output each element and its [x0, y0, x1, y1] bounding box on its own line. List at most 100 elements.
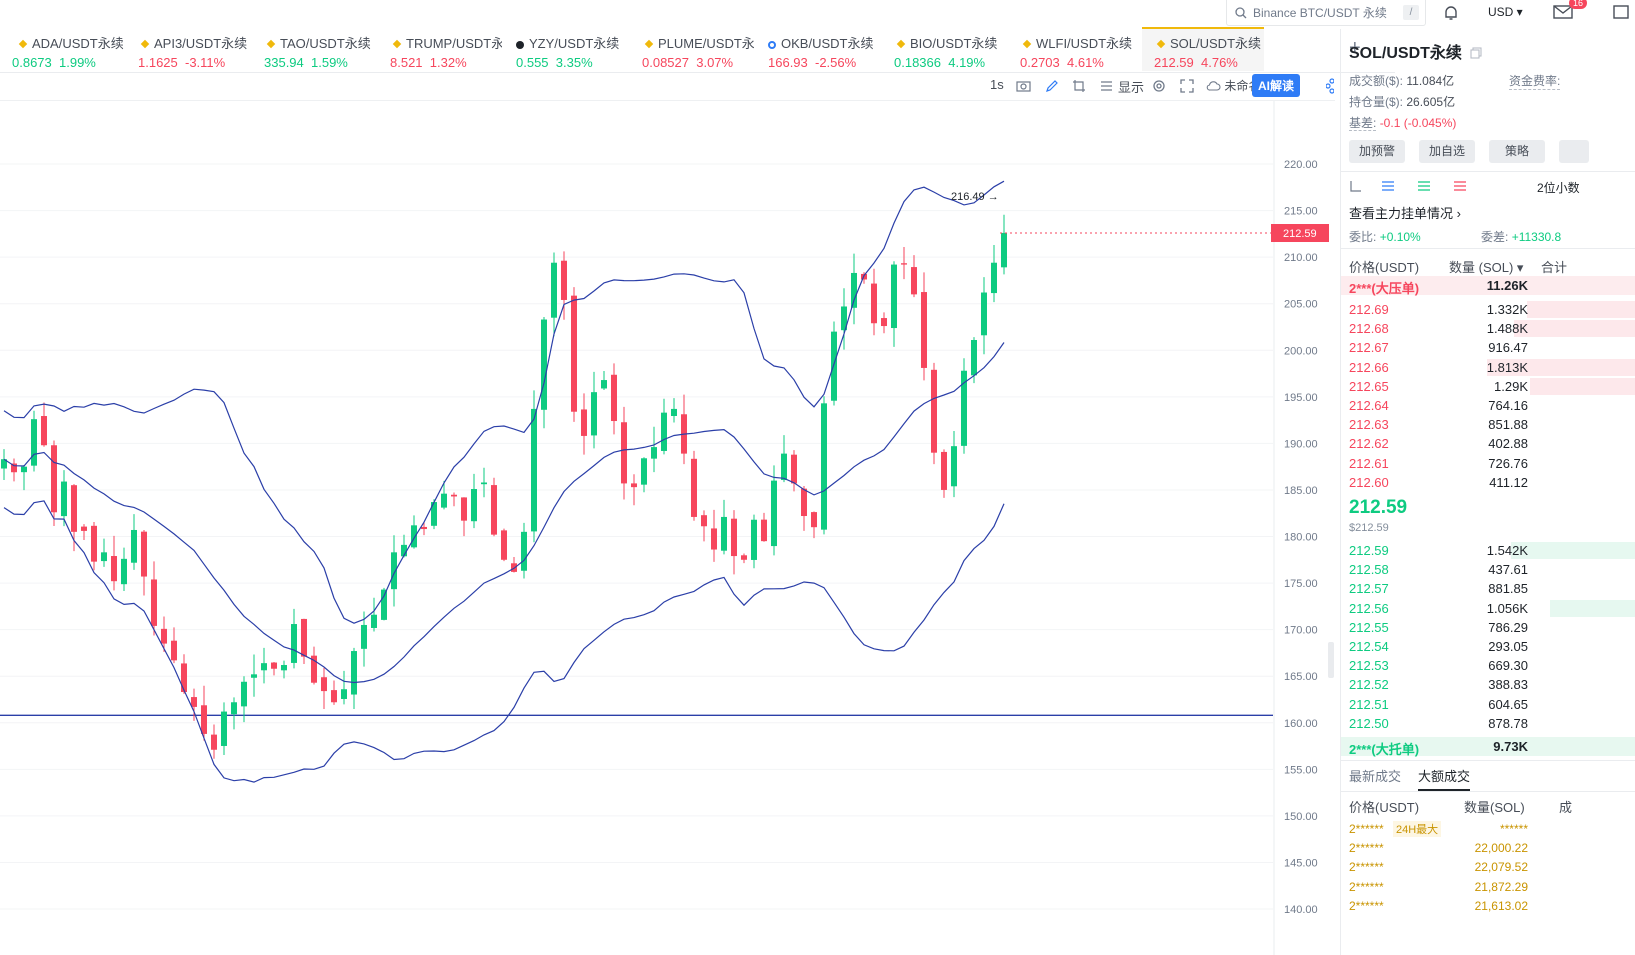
- layout-asks-icon[interactable]: [1453, 180, 1467, 192]
- ask-row[interactable]: 212.67 916.47: [1341, 338, 1635, 357]
- strategy-button[interactable]: 策略: [1489, 140, 1545, 163]
- copy-icon[interactable]: [1470, 47, 1482, 59]
- ticker-tab[interactable]: YZY/USDT永续 0.555 3.35%: [504, 29, 635, 73]
- ticker-tab[interactable]: ADA/USDT永续 0.8673 1.99%: [0, 29, 131, 73]
- layout-both-icon[interactable]: [1349, 180, 1362, 192]
- bid-row[interactable]: 212.51 604.65: [1341, 695, 1635, 714]
- top-bar: / USD ▾ 16: [0, 0, 1635, 27]
- candle-body: [231, 702, 237, 715]
- order-ratio: 委比: +0.10%: [1349, 228, 1421, 245]
- col-qty[interactable]: 数量 (SOL) ▾: [1449, 260, 1524, 275]
- share-icon[interactable]: [1326, 78, 1334, 94]
- ticker-price: 0.2703: [1020, 55, 1060, 70]
- ticker-tab[interactable]: SOL/USDT永续 212.59 4.76%: [1142, 27, 1264, 71]
- settings-icon[interactable]: [1152, 79, 1166, 93]
- layout-depth-icon[interactable]: [1381, 180, 1395, 192]
- candle-body: [461, 497, 467, 521]
- bid-row[interactable]: 212.57 881.85: [1341, 579, 1635, 598]
- search-box[interactable]: /: [1226, 0, 1426, 26]
- diamond-icon: [1156, 39, 1166, 49]
- ask-row[interactable]: 212.69 1.332K: [1341, 300, 1635, 319]
- ticker-tab[interactable]: TAO/USDT永续 335.94 1.59%: [252, 29, 383, 73]
- candle-body: [921, 292, 927, 368]
- add-favorite-button[interactable]: 加自选: [1419, 140, 1475, 163]
- diamond-icon: [896, 39, 906, 49]
- interval-select[interactable]: 1s: [990, 77, 1004, 92]
- bid-row[interactable]: 212.53 669.30: [1341, 656, 1635, 675]
- depth-bar: [1530, 377, 1635, 395]
- bid-row[interactable]: 212.55 786.29: [1341, 618, 1635, 637]
- search-input[interactable]: [1253, 5, 1393, 20]
- bid-row[interactable]: 212.56 1.056K: [1341, 599, 1635, 618]
- tab-large-trades[interactable]: 大额成交: [1418, 766, 1471, 791]
- candle-body: [341, 689, 347, 699]
- ask-row[interactable]: 212.66 1.813K: [1341, 358, 1635, 377]
- ticker-tab[interactable]: OKB/USDT永续 166.93 -2.56%: [756, 29, 887, 73]
- ask-row[interactable]: 212.63 851.88: [1341, 415, 1635, 434]
- ticker-values: 8.521 1.32%: [390, 55, 509, 70]
- big-ask-row[interactable]: 2***(大压单) 11.26K: [1341, 276, 1635, 296]
- crop-icon[interactable]: [1072, 79, 1086, 93]
- y-tick-label: 180.00: [1284, 532, 1318, 544]
- ticker-symbol-text: API3/USDT永续: [154, 36, 248, 51]
- more-button[interactable]: [1559, 140, 1589, 163]
- ticker-tab[interactable]: PLUME/USDT永续 0.08527 3.07%: [630, 29, 761, 73]
- ai-interpret-button[interactable]: AI解读: [1252, 74, 1301, 97]
- ticker-tab[interactable]: API3/USDT永续 1.1625 -3.11%: [126, 29, 257, 73]
- bell-icon[interactable]: [1442, 4, 1460, 22]
- candle-body: [191, 697, 197, 707]
- mail-icon[interactable]: [1553, 4, 1573, 20]
- ask-row[interactable]: 212.65 1.29K: [1341, 377, 1635, 396]
- ticker-symbol-text: YZY/USDT永续: [529, 36, 620, 51]
- camera-icon[interactable]: [1016, 79, 1031, 92]
- candle-body: [441, 493, 447, 508]
- big-bid-row[interactable]: 2***(大托单) 9.73K: [1341, 737, 1635, 757]
- trade-col-qty: 数量(SOL): [1464, 800, 1525, 815]
- bid-row[interactable]: 212.50 878.78: [1341, 714, 1635, 733]
- ask-row[interactable]: 212.68 1.488K: [1341, 319, 1635, 338]
- ask-row[interactable]: 212.61 726.76: [1341, 454, 1635, 473]
- depth-bar: [1511, 542, 1635, 559]
- currency-select[interactable]: USD ▾: [1488, 5, 1523, 19]
- candle-body: [711, 528, 717, 550]
- bid-row[interactable]: 212.59 1.542K: [1341, 541, 1635, 560]
- add-tab-button[interactable]: +: [1349, 37, 1361, 59]
- bid-row[interactable]: 212.54 293.05: [1341, 637, 1635, 656]
- candlestick-chart[interactable]: 220.00 215.00 210.00 205.00 200.00 195.00 190.…: [0, 101, 1335, 955]
- funding-rate-label[interactable]: 资金费率:: [1509, 74, 1561, 90]
- candle-body: [561, 260, 567, 300]
- pencil-icon[interactable]: [1045, 79, 1059, 93]
- ticker-tab[interactable]: TRUMP/USDT永续 8.521 1.32%: [378, 29, 509, 73]
- tab-latest-trades[interactable]: 最新成交: [1349, 769, 1402, 784]
- bid-row[interactable]: 212.58 437.61: [1341, 560, 1635, 579]
- ask-row[interactable]: 212.64 764.16: [1341, 396, 1635, 415]
- ticker-price: 0.555: [516, 55, 549, 70]
- search-icon: [1235, 6, 1247, 18]
- diamond-icon: [392, 39, 402, 49]
- ask-qty: 851.88: [1488, 417, 1528, 433]
- main-orders-link[interactable]: 查看主力挂单情况 ›: [1349, 206, 1461, 221]
- price-chart[interactable]: 220.00 215.00 210.00 205.00 200.00 195.00 190.…: [0, 100, 1335, 955]
- divider: [1341, 791, 1635, 792]
- ask-row[interactable]: 212.60 411.12: [1341, 473, 1635, 492]
- ticker-tab[interactable]: BIO/USDT永续 0.18366 4.19%: [882, 29, 1013, 73]
- ticker-symbol-text: TAO/USDT永续: [280, 36, 371, 51]
- ticker-tab[interactable]: WLFI/USDT永续 0.2703 4.61%: [1008, 29, 1139, 73]
- candle-body: [781, 453, 787, 481]
- bid-row[interactable]: 212.52 388.83: [1341, 675, 1635, 694]
- candle-body: [751, 519, 757, 560]
- add-alert-button[interactable]: 加预警: [1349, 140, 1405, 163]
- indicator-icon[interactable]: [1100, 80, 1113, 92]
- trade-col-price: 价格(USDT): [1349, 800, 1420, 815]
- candle-body: [851, 272, 857, 308]
- fullscreen-icon[interactable]: [1180, 79, 1194, 93]
- ticker-values: 0.08527 3.07%: [642, 55, 761, 70]
- layout-name: 未命名: [1224, 79, 1261, 93]
- layout-bids-icon[interactable]: [1417, 180, 1431, 192]
- precision-select[interactable]: 2位小数: [1537, 181, 1580, 195]
- candle-body: [81, 526, 87, 531]
- window-icon[interactable]: [1613, 4, 1629, 20]
- ask-row[interactable]: 212.62 402.88: [1341, 434, 1635, 453]
- display-menu[interactable]: 显示: [1118, 80, 1145, 95]
- order-diff-value: +11330.8: [1511, 230, 1562, 244]
